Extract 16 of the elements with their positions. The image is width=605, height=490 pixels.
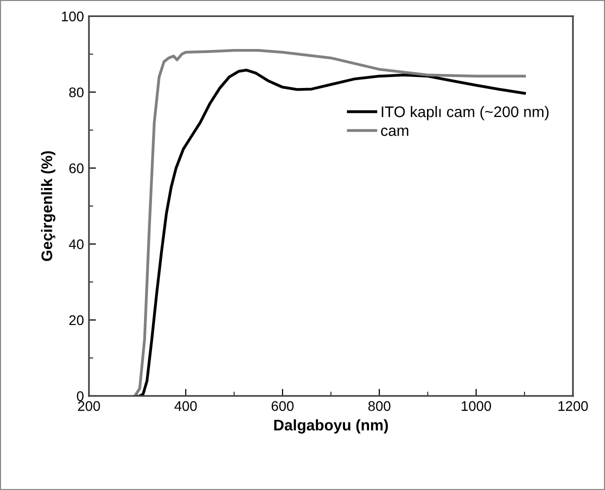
x-tick-label: 400 (174, 401, 197, 411)
x-tick-label: 1000 (462, 401, 492, 411)
legend-label: ITO kaplı cam (~200 nm) (382, 106, 549, 120)
x-tick-label: 1200 (558, 401, 588, 411)
x-tick-label: 200 (78, 401, 100, 411)
x-axis-title: Dalgaboyu (nm) (274, 419, 388, 434)
y-tick-label: 100 (62, 12, 84, 22)
x-tick-label: 800 (368, 401, 390, 411)
y-tick-label: 60 (69, 163, 84, 174)
y-tick-label: 80 (69, 87, 84, 98)
y-tick-label: 20 (69, 315, 84, 326)
legend-label: cam (381, 128, 408, 136)
y-axis-title: Geçirgenlik (%) (41, 151, 56, 262)
y-tick-label: 0 (76, 391, 84, 402)
y-tick-label: 40 (68, 239, 84, 250)
x-tick-label: 600 (272, 401, 294, 411)
